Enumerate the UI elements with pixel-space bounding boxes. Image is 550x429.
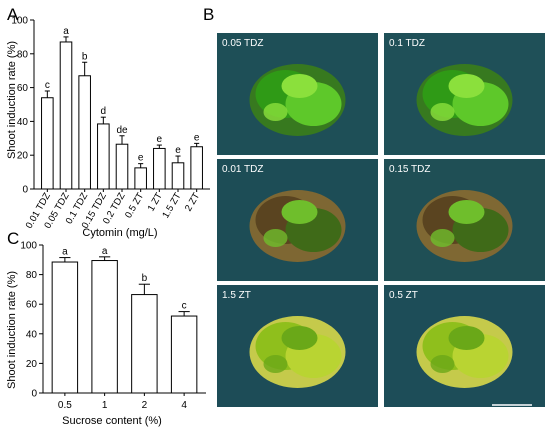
chart-a-significance-letter: e — [194, 132, 200, 143]
chart-a-ytick-label: 100 — [11, 16, 28, 27]
chart-a-bar — [190, 146, 203, 190]
chart-a-bar — [59, 41, 73, 190]
chart-a-significance-letter: a — [63, 26, 69, 37]
chart-a-ytick-label: 0 — [22, 185, 28, 196]
chart-c-ytick-label: 20 — [26, 359, 38, 370]
explant-highlight — [430, 355, 455, 373]
chart-c-ylabel: Shoot induction rate (%) — [6, 271, 18, 389]
chart-c-category-label: 0.5 — [58, 400, 72, 411]
chart-a-significance-letter: b — [82, 51, 88, 62]
explant-highlight — [281, 74, 318, 98]
chart-a-bar — [134, 167, 147, 190]
chart-c-bar — [131, 294, 158, 394]
chart-c-ytick-label: 0 — [31, 389, 37, 400]
explant-highlight — [281, 326, 318, 350]
chart-c-xlabel: Sucrose content (%) — [62, 415, 162, 427]
panel-label-c: C — [7, 229, 19, 248]
chart-a-bar — [78, 75, 91, 190]
photo-label: 0.1 TDZ — [389, 38, 425, 49]
chart-c-significance-letter: b — [142, 273, 148, 284]
panel-label-a: A — [7, 5, 19, 24]
chart-c-ytick-label: 100 — [20, 241, 37, 252]
chart-c-ytick-label: 40 — [26, 329, 38, 340]
chart-c-significance-letter: c — [182, 301, 187, 312]
chart-a-bar — [115, 143, 129, 190]
photo-label: 0.05 TDZ — [222, 38, 264, 49]
photo-label: 0.01 TDZ — [222, 164, 264, 175]
explant-highlight — [281, 200, 318, 224]
chart-a-category-label: 2 ZT — [183, 191, 202, 214]
chart-a-significance-letter: e — [157, 134, 163, 145]
chart-a-ytick-label: 80 — [17, 49, 29, 60]
explant-highlight — [448, 326, 485, 350]
chart-c: Shoot induction rate (%) Sucrose content… — [6, 241, 206, 427]
photo-label: 0.15 TDZ — [389, 164, 431, 175]
chart-a-category-label: 1.5 ZT — [160, 191, 183, 220]
chart-a-ytick-label: 60 — [17, 83, 29, 94]
chart-a-bar — [97, 123, 110, 190]
chart-a-significance-letter: c — [45, 80, 50, 91]
chart-c-category-label: 1 — [102, 400, 108, 411]
chart-c-ytick-label: 80 — [26, 270, 38, 281]
chart-c-bar — [51, 261, 79, 394]
chart-a-significance-letter: e — [138, 153, 144, 164]
chart-a-ylabel: Shoot induction rate (%) — [6, 41, 18, 159]
explant-highlight — [448, 200, 485, 224]
chart-a-bar — [171, 162, 185, 190]
chart-a-bar — [41, 97, 54, 190]
chart-c-category-label: 4 — [181, 400, 187, 411]
photo-label: 0.5 ZT — [389, 290, 418, 301]
chart-a-significance-letter: de — [116, 125, 128, 136]
chart-a-ytick-label: 40 — [17, 117, 29, 128]
chart-c-bar — [91, 260, 118, 394]
explant-highlight — [430, 229, 455, 247]
chart-c-bar — [170, 315, 198, 394]
chart-c-significance-letter: a — [102, 246, 108, 257]
panel-label-b: B — [203, 5, 214, 24]
explant-highlight — [263, 229, 288, 247]
chart-a-significance-letter: e — [175, 145, 181, 156]
chart-a-ytick-label: 20 — [17, 151, 29, 162]
chart-a-significance-letter: d — [101, 106, 107, 117]
chart-c-ytick-label: 60 — [26, 300, 38, 311]
chart-c-significance-letter: a — [62, 247, 68, 258]
chart-a-xlabel: Cytomin (mg/L) — [82, 227, 157, 239]
photo-label: 1.5 ZT — [222, 290, 251, 301]
chart-a-bar — [153, 147, 166, 190]
chart-a-category-label: 0.5 ZT — [123, 191, 146, 220]
chart-c-category-label: 2 — [142, 400, 148, 411]
explant-highlight — [430, 103, 455, 121]
photo-grid: 0.05 TDZ 0.1 TDZ 0.01 TDZ 0.15 TDZ 1.5 ZT 0.5… — [217, 33, 545, 407]
explant-highlight — [263, 355, 288, 373]
explant-highlight — [448, 74, 485, 98]
chart-a: Shoot induction rate (%) Cytomin (mg/L) … — [6, 16, 210, 239]
explant-highlight — [263, 103, 288, 121]
